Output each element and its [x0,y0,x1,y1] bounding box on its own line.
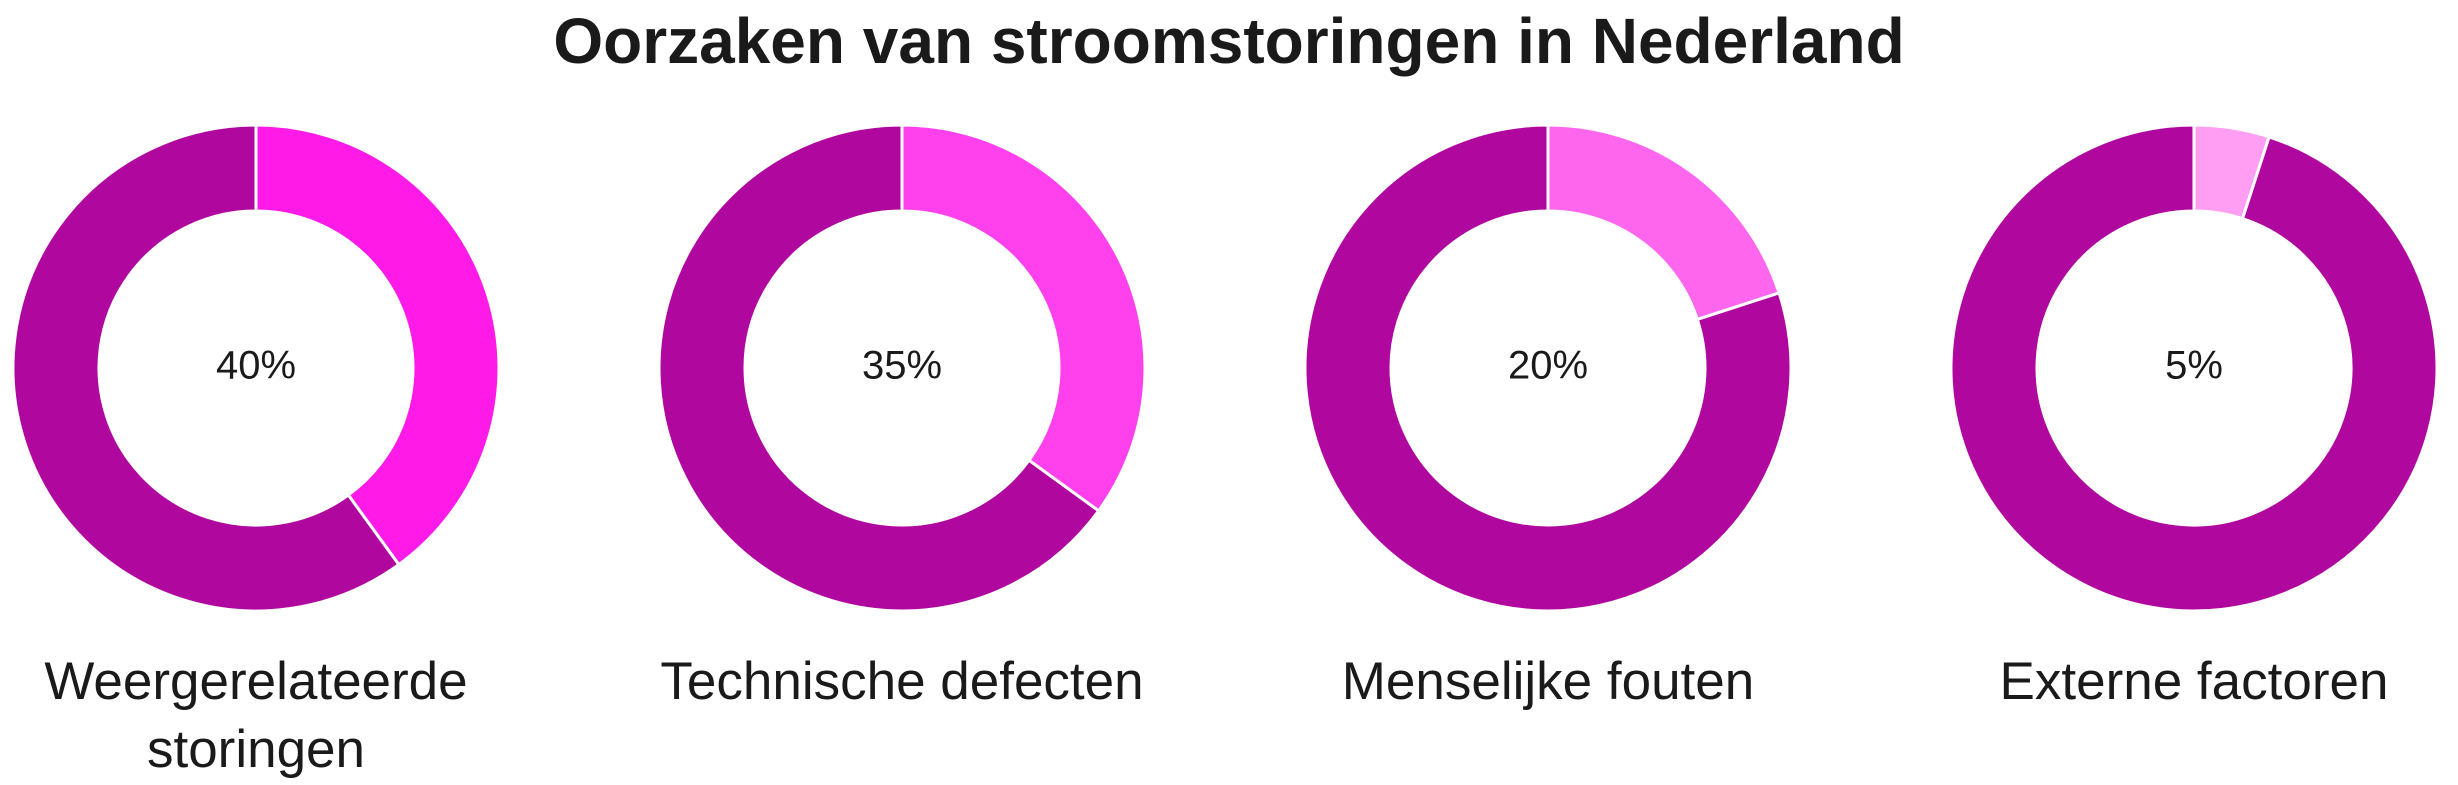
donut-segment [1546,123,1782,322]
value-label: 5% [2165,344,2223,388]
chart-title: Oorzaken van stroomstoringen in Nederlan… [553,5,1905,77]
value-label: 20% [1508,344,1588,388]
chart-label: Menselijke fouten [1341,652,1755,711]
value-label: 40% [216,344,296,388]
chart-label: Technische defecten [660,652,1144,711]
donut-segment [11,123,401,613]
donut-segment [254,123,501,567]
donut-segment [1303,123,1793,613]
donut-segment [900,123,1147,513]
chart-label: Externe factoren [1999,652,2389,711]
donut-segment [657,123,1101,613]
chart-label: Weergerelateerde storingen [44,652,468,779]
value-label: 35% [862,344,942,388]
donut-segment [1949,123,2439,613]
